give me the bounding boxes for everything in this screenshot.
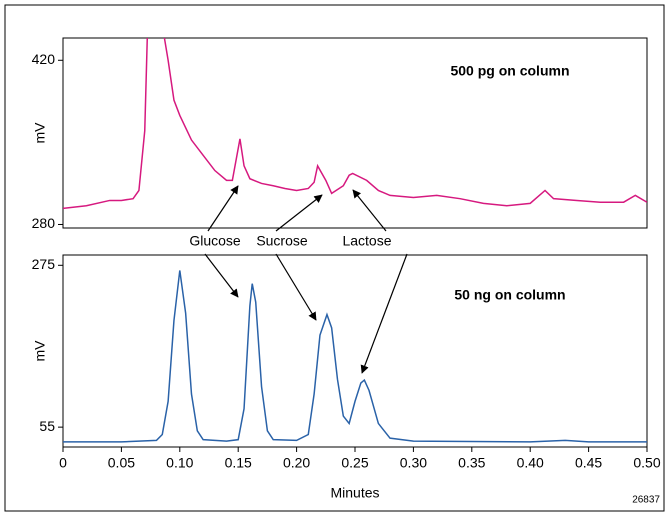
annotation: 500 pg on column [450,63,569,79]
plot-area [62,254,648,448]
y-tick-label: 55 [39,418,55,434]
series-line [63,38,647,210]
peak-label: Lactose [342,233,391,249]
y-axis-label: mV [32,122,48,144]
y-tick-label: 420 [32,51,56,67]
x-tick-label: 0 [59,455,67,471]
arrow [360,253,408,374]
plot-area [62,37,648,229]
x-tick-label: 0.40 [517,455,544,471]
x-tick-label: 0.45 [575,455,602,471]
frame [4,4,665,512]
x-tick-label: 0.10 [166,455,193,471]
arrow [275,194,323,232]
x-tick-label: 0.05 [108,455,135,471]
y-axis-label: mV [32,340,48,362]
peak-label: Glucose [189,233,241,249]
arrow [352,189,387,232]
peak-label: Sucrose [256,233,308,249]
arrow [204,253,239,298]
arrow [275,253,317,321]
figure-id: 26837 [632,495,660,506]
x-tick-label: 0.30 [400,455,427,471]
series-line [63,270,647,443]
x-tick-label: 0.20 [283,455,310,471]
annotation: 50 ng on column [454,287,565,303]
arrow [207,185,239,232]
x-tick-label: 0.35 [458,455,485,471]
x-axis-label: Minutes [330,485,379,501]
y-tick-label: 275 [32,256,56,272]
x-tick-label: 0.25 [341,455,368,471]
x-tick-label: 0.50 [633,455,660,471]
y-tick-label: 280 [32,215,56,231]
x-tick-label: 0.15 [225,455,252,471]
